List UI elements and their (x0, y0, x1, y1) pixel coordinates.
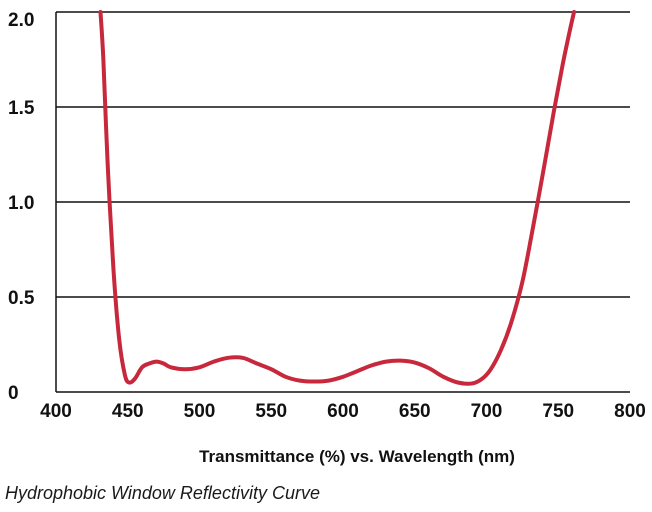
x-tick-label: 500 (184, 401, 216, 422)
figure-caption: Hydrophobic Window Reflectivity Curve (5, 483, 320, 503)
x-tick-label: 600 (327, 401, 359, 422)
transmittance-curve (98, 10, 577, 386)
x-tick-label: 650 (399, 401, 431, 422)
x-tick-label: 700 (471, 401, 503, 422)
x-tick-label: 400 (40, 401, 72, 422)
y-tick-label: 0 (8, 383, 19, 404)
y-tick-labels: 0 0.5 1.0 1.5 2.0 (8, 10, 35, 404)
grid-lines (56, 11, 630, 298)
x-tick-label: 800 (614, 401, 646, 422)
x-axis-title: Transmittance (%) vs. Wavelength (nm) (199, 447, 515, 466)
x-tick-label: 750 (542, 401, 574, 422)
x-tick-label: 550 (255, 401, 287, 422)
x-tick-labels: 400 450 500 550 600 650 700 750 800 (40, 401, 646, 422)
y-tick-label: 0.5 (8, 288, 35, 309)
y-tick-label: 1.0 (8, 193, 34, 214)
x-tick-label: 450 (112, 401, 144, 422)
y-tick-label: 2.0 (8, 10, 34, 31)
y-tick-label: 1.5 (8, 98, 35, 119)
